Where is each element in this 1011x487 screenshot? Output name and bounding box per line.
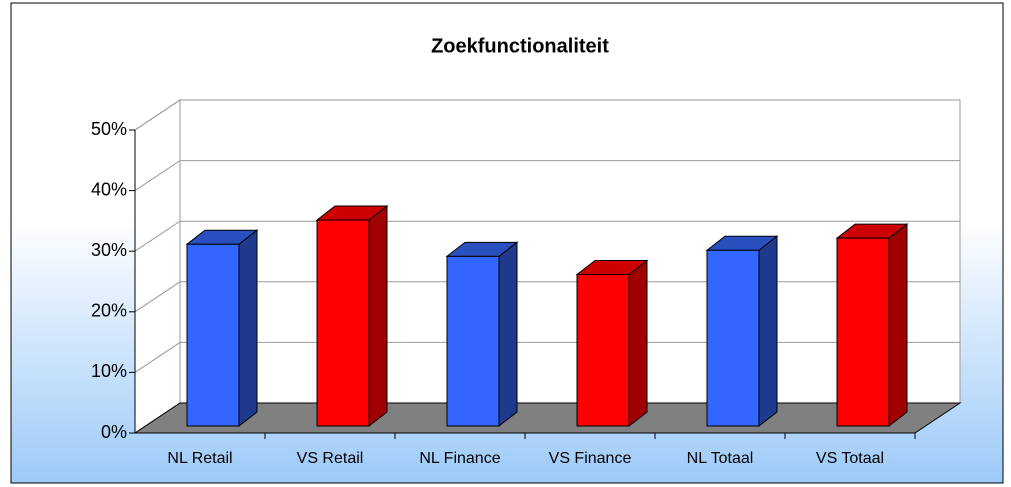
chart-title: Zoekfunctionaliteit (431, 35, 609, 57)
bar (185, 229, 259, 428)
bar (315, 204, 389, 428)
bar-side (888, 223, 908, 428)
bar (575, 259, 649, 428)
bar-front (186, 243, 240, 427)
x-tick-label: NL Retail (167, 450, 232, 467)
bar (705, 235, 779, 428)
y-tick-label: 10% (91, 361, 127, 381)
y-tick-label: 0% (101, 422, 127, 442)
bar-side (368, 204, 388, 428)
side-wall (134, 99, 181, 434)
grid-line (134, 341, 960, 373)
bar-front (706, 249, 760, 427)
bar-front (446, 255, 500, 427)
bar-side (628, 259, 648, 428)
grid-line (134, 160, 960, 192)
y-tick-label: 20% (91, 301, 127, 321)
grid-line (134, 281, 960, 313)
x-tick-label: NL Totaal (687, 450, 754, 467)
y-tick-label: 50% (91, 119, 127, 139)
bar-side (758, 235, 778, 428)
x-tick-label: VS Finance (549, 450, 632, 467)
x-tick-label: VS Retail (297, 450, 364, 467)
floor (133, 402, 962, 434)
x-tick-label: NL Finance (419, 450, 500, 467)
grid-line (134, 220, 960, 252)
bar (835, 223, 909, 428)
y-tick-label: 30% (91, 240, 127, 260)
bar-side (238, 229, 258, 428)
y-tick-label: 40% (91, 179, 127, 199)
bar-side (498, 241, 518, 428)
x-tick-label: VS Totaal (816, 450, 884, 467)
grid-line (134, 99, 960, 131)
bar-front (836, 237, 890, 427)
bar (445, 241, 519, 428)
bar-front (576, 274, 630, 427)
bar-front (316, 219, 370, 427)
